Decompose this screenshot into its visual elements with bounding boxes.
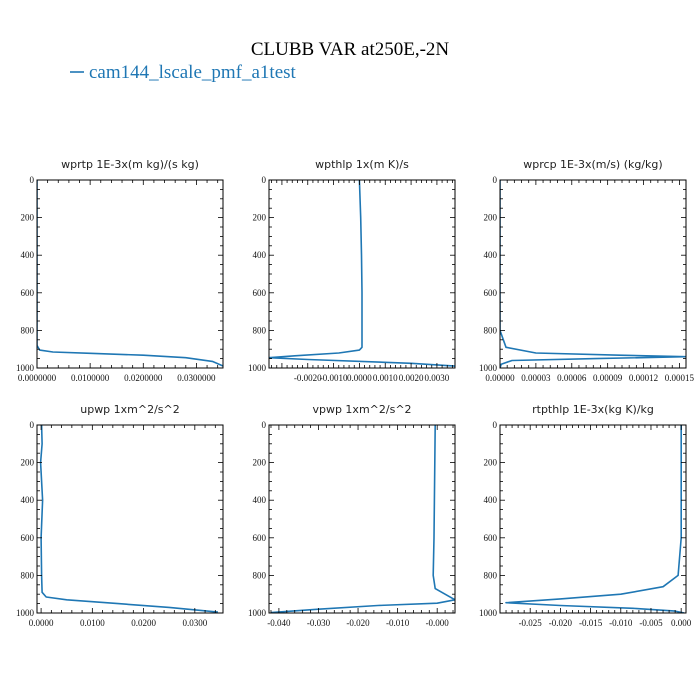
subplot-panel: wprtp 1E-3x(m kg)/(s kg) 0 200 400 600 800 100…: [16, 158, 224, 383]
subplot-grid: wprtp 1E-3x(m kg)/(s kg) 0 200 400 600 800 100…: [16, 158, 695, 628]
figure-title: CLUBB VAR at250E,-2N: [251, 39, 450, 60]
y-tick-label: 0: [30, 175, 35, 185]
y-tick-label: 1000: [16, 608, 35, 618]
x-tick-label: 0.0300000: [177, 373, 216, 383]
y-tick-label: 400: [253, 495, 267, 505]
x-tick-label: 0.0100: [80, 618, 105, 628]
panel-title: wpthlp 1x(m K)/s: [315, 158, 409, 171]
y-tick-label: 600: [21, 288, 35, 298]
x-tick-label: 0.0300: [182, 618, 207, 628]
plot-frame: [36, 424, 224, 614]
legend-label: cam144_lscale_pmf_a1test: [89, 62, 297, 83]
x-tick-label: 0.00012: [629, 373, 658, 383]
y-tick-label: 400: [253, 250, 267, 260]
y-tick-label: 200: [253, 458, 267, 468]
y-tick-label: 1000: [248, 608, 267, 618]
plot-frame: [499, 424, 687, 614]
panel-title: wprcp 1E-3x(m/s) (kg/kg): [523, 158, 662, 171]
x-tick-label: 0.000: [671, 618, 692, 628]
subplot-panel: wpthlp 1x(m K)/s 0 200 400 600 800 1000 -0.0020…: [248, 158, 456, 383]
panel-title: wprtp 1E-3x(m kg)/(s kg): [61, 158, 199, 171]
x-tick-label: -0.0020: [294, 373, 322, 383]
x-tick-label: -0.015: [579, 618, 603, 628]
y-tick-label: 600: [253, 288, 267, 298]
panel-title: upwp 1xm^2/s^2: [80, 403, 180, 416]
x-tick-label: -0.005: [639, 618, 663, 628]
x-tick-label: 0.0200000: [124, 373, 163, 383]
x-tick-label: 0.00006: [557, 373, 587, 383]
x-tick-label: -0.025: [519, 618, 543, 628]
x-tick-label: -0.030: [307, 618, 331, 628]
y-tick-label: 400: [21, 250, 35, 260]
x-tick-label: -0.0010: [320, 373, 348, 383]
x-tick-label: -0.000: [426, 618, 450, 628]
y-tick-label: 0: [493, 420, 498, 430]
series-line: [39, 425, 218, 613]
x-tick-label: 0.0010: [373, 373, 398, 383]
x-tick-label: -0.020: [549, 618, 573, 628]
series-line: [500, 180, 686, 368]
plot-frame: [499, 179, 687, 369]
x-tick-label: 0.0030: [425, 373, 450, 383]
x-tick-label: -0.040: [267, 618, 291, 628]
y-tick-label: 200: [484, 213, 498, 223]
y-tick-label: 0: [30, 420, 35, 430]
y-tick-label: 200: [253, 213, 267, 223]
y-tick-label: 400: [484, 495, 498, 505]
subplot-panel: rtpthlp 1E-3x(kg K)/kg 0 200 400 600 800 1000 -…: [479, 403, 692, 628]
x-tick-label: 0.0100000: [71, 373, 110, 383]
plot-frame: [36, 179, 224, 369]
y-tick-label: 400: [21, 495, 35, 505]
y-tick-label: 600: [484, 533, 498, 543]
x-tick-label: -0.020: [346, 618, 370, 628]
y-tick-label: 800: [484, 570, 498, 580]
y-tick-label: 200: [21, 458, 35, 468]
series-line: [37, 180, 223, 367]
x-tick-label: 0.0000: [29, 618, 54, 628]
y-tick-label: 1000: [479, 363, 498, 373]
x-tick-label: 0.0000000: [18, 373, 57, 383]
y-tick-label: 0: [493, 175, 498, 185]
panel-title: rtpthlp 1E-3x(kg K)/kg: [532, 403, 654, 416]
y-tick-label: 600: [21, 533, 35, 543]
x-tick-label: 0.00003: [521, 373, 551, 383]
subplot-panel: vpwp 1xm^2/s^2 0 200 400 600 800 1000-0.040 -0.…: [248, 403, 456, 628]
y-tick-label: 1000: [479, 608, 498, 618]
x-tick-label: 0.0000: [347, 373, 372, 383]
x-tick-label: 0.00000: [485, 373, 515, 383]
legend: cam144_lscale_pmf_a1test: [70, 62, 297, 83]
y-tick-label: 400: [484, 250, 498, 260]
x-tick-label: 0.00009: [593, 373, 623, 383]
y-tick-label: 1000: [248, 363, 267, 373]
series-line: [269, 180, 455, 367]
y-tick-label: 600: [484, 288, 498, 298]
y-tick-label: 800: [21, 570, 35, 580]
y-tick-label: 800: [253, 325, 267, 335]
y-tick-label: 0: [262, 175, 267, 185]
y-tick-label: 200: [484, 458, 498, 468]
y-tick-label: 200: [21, 213, 35, 223]
y-tick-label: 800: [21, 325, 35, 335]
panel-title: vpwp 1xm^2/s^2: [312, 403, 411, 416]
y-tick-label: 600: [253, 533, 267, 543]
series-line: [270, 425, 455, 613]
y-tick-label: 800: [253, 570, 267, 580]
y-tick-label: 0: [262, 420, 267, 430]
x-tick-label: 0.00015: [665, 373, 695, 383]
y-tick-label: 800: [484, 325, 498, 335]
x-tick-label: 0.0020: [399, 373, 424, 383]
plot-frame: [268, 424, 456, 614]
y-tick-label: 1000: [16, 363, 35, 373]
x-tick-label: 0.0200: [131, 618, 156, 628]
subplot-panel: upwp 1xm^2/s^2 0 200 400 600 800 10000.0000 0.0…: [16, 403, 224, 628]
x-tick-label: -0.010: [386, 618, 410, 628]
x-tick-label: -0.010: [609, 618, 633, 628]
subplot-panel: wprcp 1E-3x(m/s) (kg/kg) 0 200 400 600 800 100…: [479, 158, 695, 383]
series-line: [505, 425, 685, 613]
